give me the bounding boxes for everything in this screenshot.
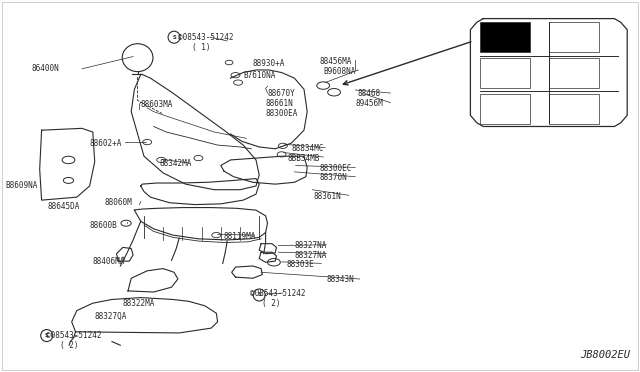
Bar: [480, 22, 530, 52]
Text: ©08543-51242: ©08543-51242: [250, 289, 305, 298]
Text: 88327NA: 88327NA: [294, 251, 327, 260]
Text: 88343N: 88343N: [326, 275, 354, 284]
Text: 88342MA: 88342MA: [160, 159, 193, 168]
Text: 88602+A: 88602+A: [90, 139, 122, 148]
Text: 88322MA: 88322MA: [123, 299, 156, 308]
Text: 88119MA: 88119MA: [224, 232, 257, 241]
Text: ( 2): ( 2): [60, 341, 78, 350]
Text: S: S: [45, 333, 49, 338]
Text: B8609NA: B8609NA: [5, 182, 38, 190]
Text: 88645DA: 88645DA: [48, 202, 81, 211]
Text: 88060M: 88060M: [104, 198, 132, 207]
Text: 88930+A: 88930+A: [253, 59, 285, 68]
Text: ( 2): ( 2): [262, 299, 281, 308]
Text: 86400N: 86400N: [32, 64, 60, 73]
Text: 89456M: 89456M: [355, 99, 383, 108]
Text: B7610NA: B7610NA: [243, 71, 276, 80]
Text: 88300EC: 88300EC: [320, 164, 353, 173]
Text: 88370N: 88370N: [320, 173, 348, 182]
Text: S: S: [172, 35, 176, 40]
Text: 88600B: 88600B: [90, 221, 117, 230]
Text: JB8002EU: JB8002EU: [580, 350, 630, 360]
Bar: [480, 94, 530, 124]
Text: ©08543-51242: ©08543-51242: [46, 331, 102, 340]
Text: 88406MA: 88406MA: [93, 257, 125, 266]
Text: 88468: 88468: [357, 89, 380, 98]
Text: 88456MA: 88456MA: [320, 57, 353, 66]
Text: 88327NA: 88327NA: [294, 241, 327, 250]
Text: 88661N: 88661N: [266, 99, 293, 108]
Text: 88300EA: 88300EA: [266, 109, 298, 118]
Text: B9608NA: B9608NA: [323, 67, 356, 76]
Text: ( 1): ( 1): [192, 43, 211, 52]
Bar: [549, 58, 598, 88]
Text: S: S: [257, 292, 261, 298]
Bar: [480, 58, 530, 88]
Text: 88327QA: 88327QA: [95, 312, 127, 321]
Text: 88361N: 88361N: [314, 192, 341, 201]
Text: 88303E: 88303E: [287, 260, 314, 269]
Text: ©08543-51242: ©08543-51242: [178, 33, 234, 42]
Text: 88670Y: 88670Y: [268, 89, 295, 98]
Bar: [549, 94, 598, 124]
Text: 8BB34MB: 8BB34MB: [288, 154, 321, 163]
Text: 88834MC: 88834MC: [291, 144, 324, 153]
Bar: [549, 22, 598, 52]
Text: 88603MA: 88603MA: [141, 100, 173, 109]
